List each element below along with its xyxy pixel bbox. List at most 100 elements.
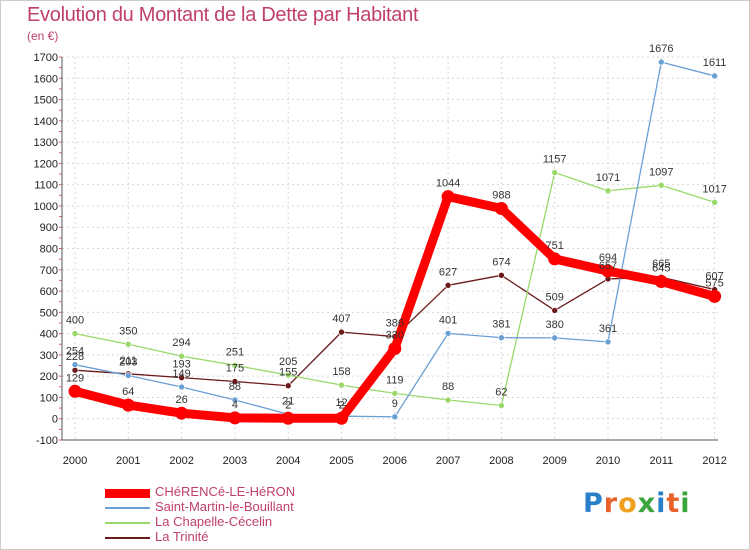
data-label: 149: [172, 368, 190, 380]
data-point: [284, 371, 292, 379]
data-label: 26: [175, 394, 187, 406]
legend-swatch: [105, 537, 150, 539]
y-tick-label: 1300: [34, 137, 58, 149]
data-label: 1044: [436, 178, 460, 190]
data-point: [551, 169, 559, 176]
data-point: [338, 328, 345, 336]
data-label: 509: [546, 291, 564, 303]
data-label: 401: [439, 314, 457, 326]
data-point: [125, 372, 132, 379]
data-label: 158: [332, 366, 350, 378]
legend-label: La Chapelle-Cécelin: [155, 514, 273, 529]
x-tick-label: 2011: [649, 455, 673, 467]
data-label: 694: [599, 252, 617, 264]
data-label: 155: [279, 367, 297, 379]
data-point: [444, 330, 452, 337]
data-label: 627: [439, 266, 457, 278]
data-point: [391, 390, 399, 397]
legend-swatch: [105, 507, 150, 509]
logo-letter: i: [656, 488, 667, 519]
x-tick-label: 2003: [223, 455, 247, 467]
data-label: 2: [338, 399, 344, 411]
data-label: 988: [492, 189, 510, 201]
x-tick-label: 2012: [702, 455, 726, 467]
grid-layer: [62, 56, 718, 441]
data-point: [178, 383, 185, 391]
data-point: [657, 58, 665, 66]
data-point: [711, 199, 718, 206]
legend-label: Saint-Martin-le-Bouillant: [155, 499, 294, 514]
data-point: [178, 352, 185, 360]
y-tick-label: 1000: [34, 201, 58, 213]
legend-label: La Trinité: [155, 529, 209, 544]
data-point: [708, 289, 722, 303]
data-label: 657: [599, 260, 617, 272]
data-label: 4: [232, 399, 238, 411]
series-layer: [68, 58, 722, 425]
data-label: 129: [66, 372, 84, 384]
data-label: 211: [120, 355, 138, 367]
data-point: [601, 264, 615, 278]
data-label: 674: [492, 256, 510, 268]
data-point: [284, 382, 292, 390]
data-point: [551, 334, 559, 342]
data-point: [125, 340, 132, 348]
data-label: 645: [652, 262, 670, 274]
logo-letter: t: [666, 488, 681, 519]
y-tick-label: 500: [40, 307, 58, 319]
y-tick-label: 100: [40, 392, 58, 404]
data-label: 386: [386, 318, 404, 330]
chart-title: Evolution du Montant de la Dette par Hab…: [27, 4, 419, 26]
logo-letter: i: [680, 488, 691, 519]
y-tick-label: 400: [40, 329, 58, 341]
data-point: [441, 190, 455, 204]
data-point: [498, 334, 505, 341]
data-label: 228: [66, 351, 84, 363]
data-point: [711, 72, 718, 80]
y-tick-label: 1700: [34, 52, 58, 64]
data-label: 193: [172, 359, 190, 371]
data-point: [391, 413, 399, 421]
y-tick-label: 1400: [34, 116, 58, 128]
y-tick-label: -100: [36, 435, 58, 447]
data-label: 361: [599, 323, 617, 335]
data-label: 203: [119, 357, 137, 369]
y-tick-label: 200: [40, 371, 58, 383]
data-label: 205: [279, 356, 297, 368]
data-label: 665: [652, 258, 670, 270]
data-label: 64: [122, 386, 134, 398]
data-label: 1157: [543, 154, 567, 166]
data-label: 9: [392, 398, 398, 410]
data-label: 21: [282, 395, 294, 407]
x-tick-label: 2007: [436, 455, 460, 467]
legend-label: CHéRENCé-LE-HéRON: [155, 484, 296, 499]
x-tick-label: 2001: [116, 455, 140, 467]
axis-layer: -100 0 100 200 300 400 500 600 700 800 900 1000 1100…: [34, 52, 727, 467]
data-label: 175: [226, 362, 244, 374]
data-point: [551, 307, 559, 314]
data-label: 2: [285, 399, 291, 411]
y-tick-label: 1500: [34, 95, 58, 107]
x-tick-label: 2004: [276, 455, 300, 467]
data-label: 380: [546, 319, 564, 331]
logo-letter: x: [637, 488, 657, 519]
data-label: 62: [495, 387, 507, 399]
data-point: [71, 330, 79, 337]
data-label: 1017: [702, 183, 726, 195]
data-point: [71, 361, 79, 368]
data-label: 330: [386, 330, 404, 342]
x-tick-label: 2006: [383, 455, 407, 467]
data-point: [444, 282, 452, 289]
proxiti-logo: Proxiti: [583, 488, 691, 519]
data-point: [604, 338, 612, 346]
data-point: [68, 384, 82, 398]
data-label: 400: [66, 315, 84, 327]
data-label: 294: [172, 337, 190, 349]
logo-letter: o: [618, 488, 638, 519]
data-label: 12: [335, 397, 347, 409]
x-tick-label: 2005: [329, 455, 353, 467]
data-label: 119: [386, 374, 404, 386]
data-label: 1097: [649, 166, 673, 178]
